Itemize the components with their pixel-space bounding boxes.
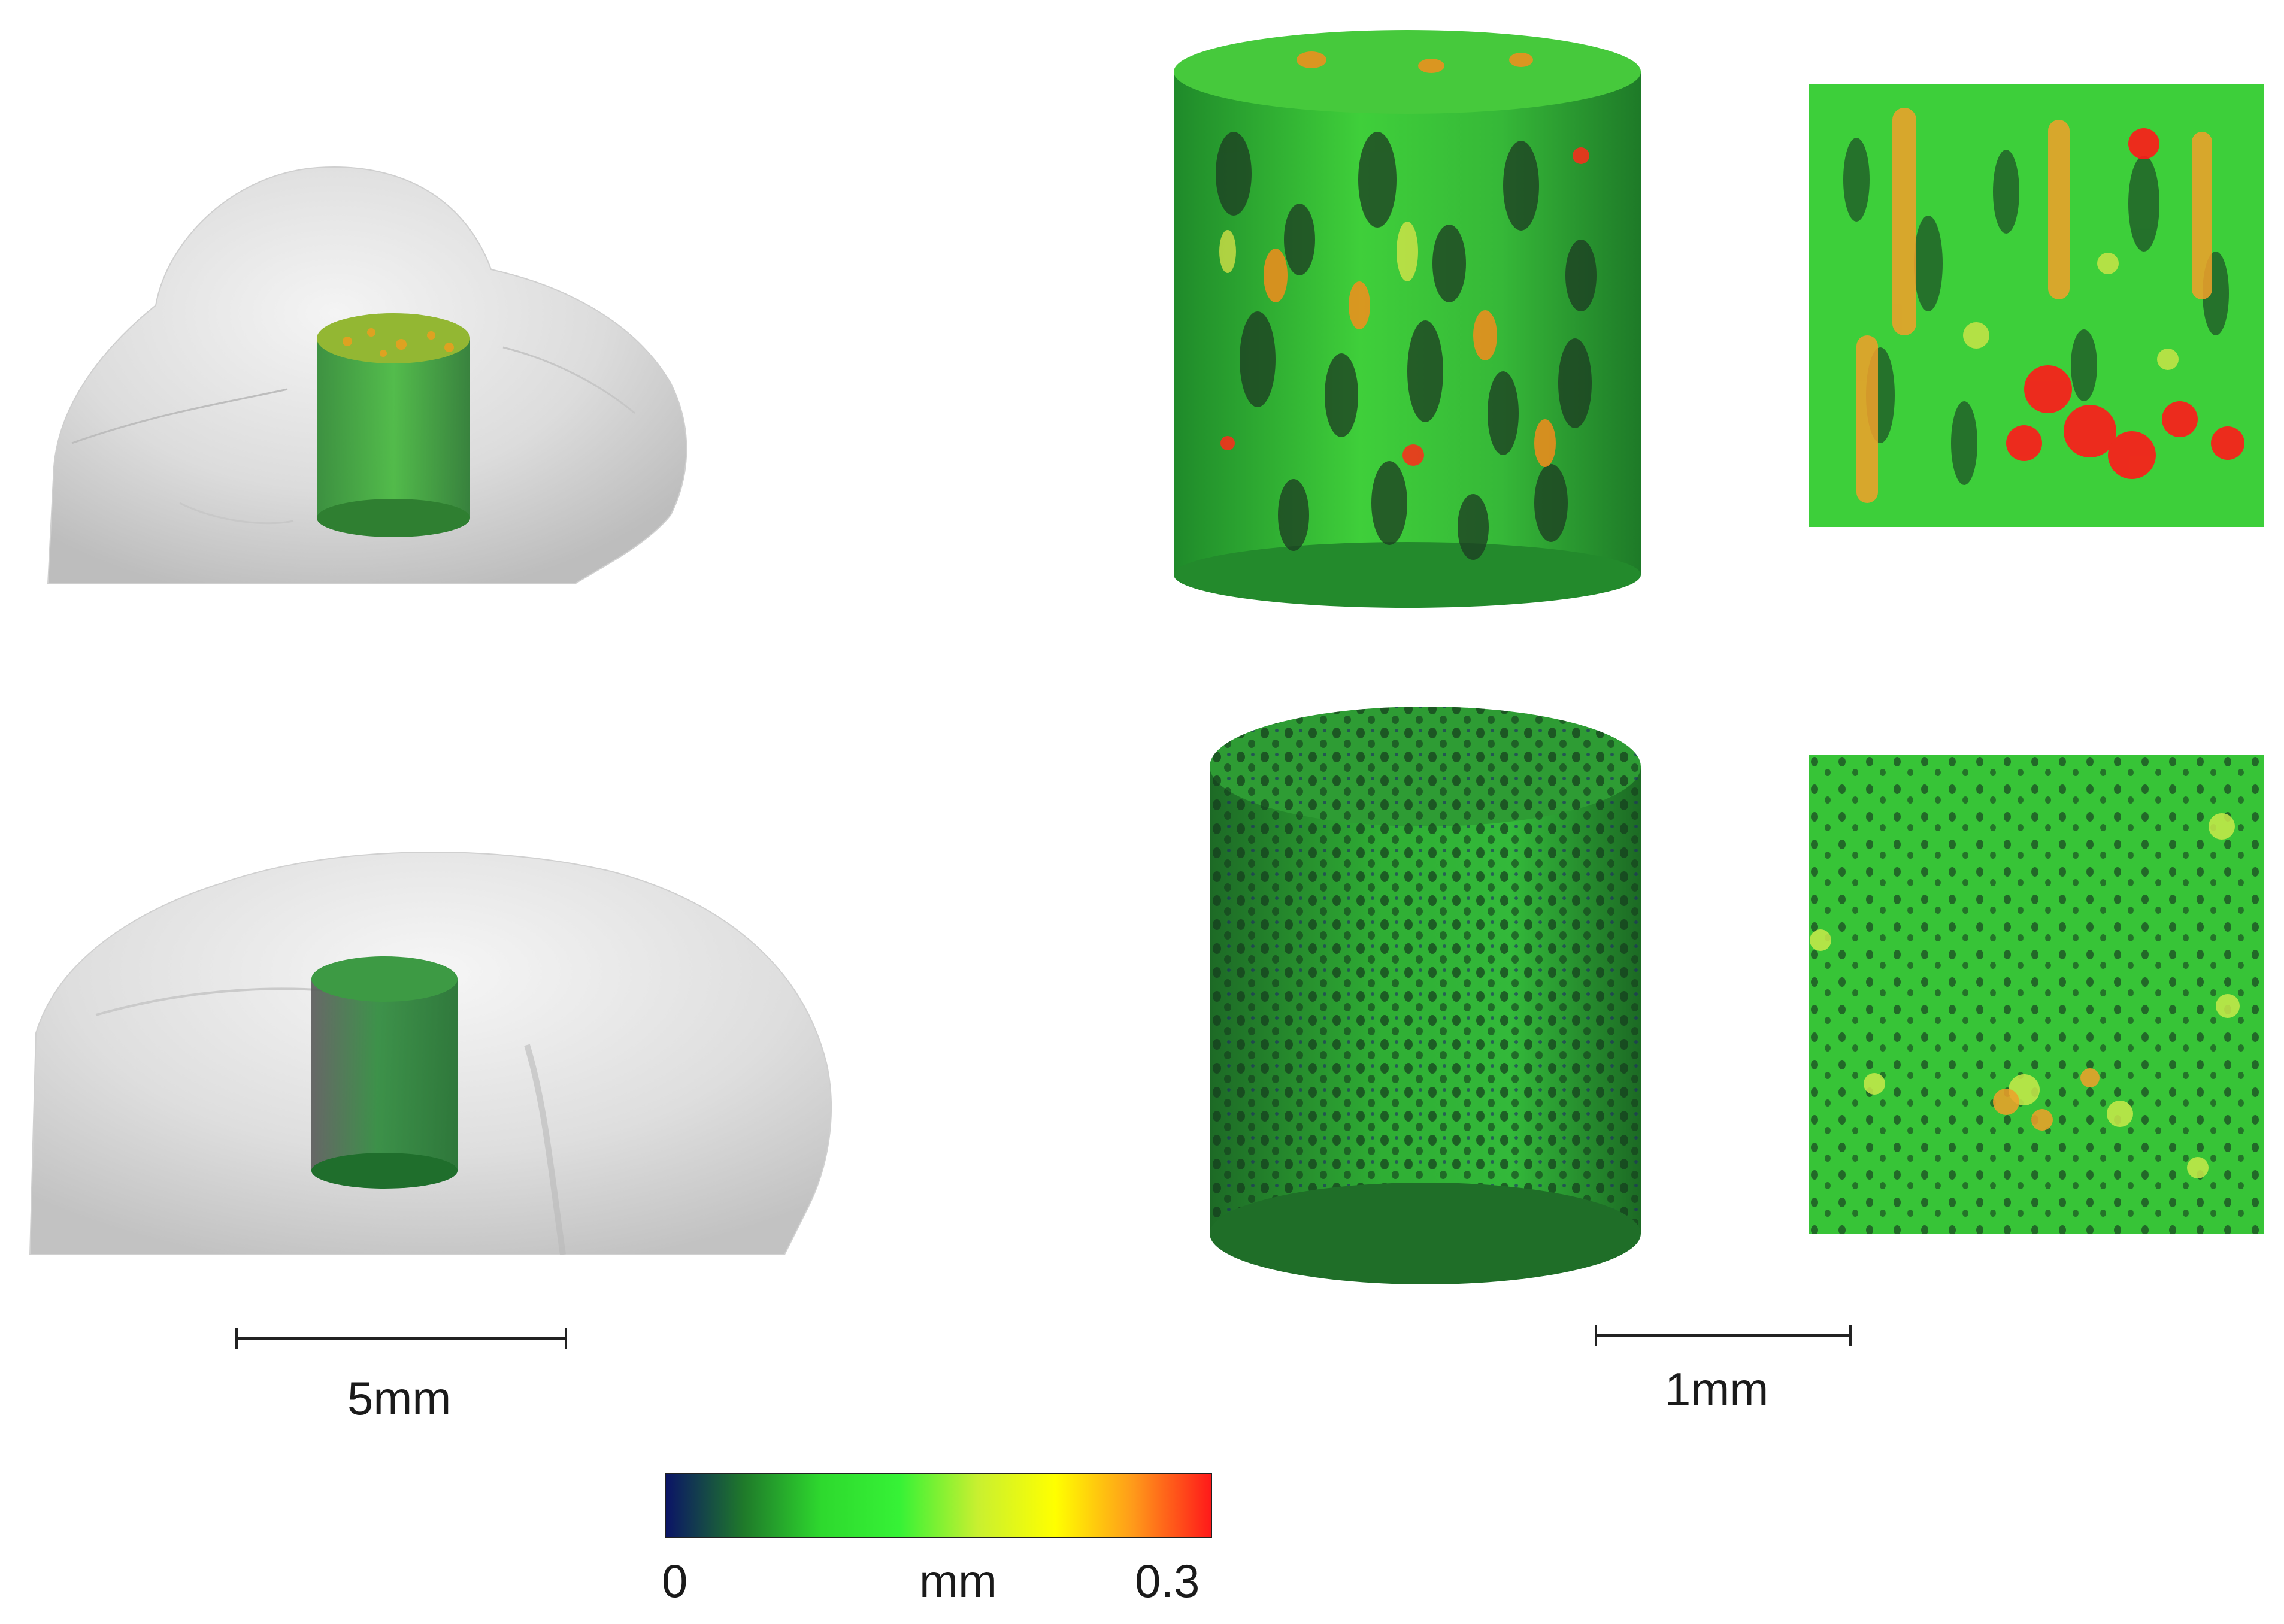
scale-bar-left-label: 5mm [347,1372,452,1425]
dense-cylinder-bottom [1210,707,1641,1284]
trabecular-slice-top [1809,84,2264,527]
bone-overview-top [47,166,687,584]
colorbar-max-label: 0.3 [1135,1555,1200,1607]
dense-slice-bottom [1809,755,2264,1234]
colorbar [665,1473,1212,1538]
scale-bar-right-label: 1mm [1665,1363,1769,1416]
colorbar-min-label: 0 [662,1555,688,1607]
colorbar-unit-label: mm [919,1555,997,1607]
bone-overview-bottom [29,852,832,1255]
scale-bar-right [1595,1325,1852,1346]
scale-bar-left [235,1328,567,1349]
trabecular-cylinder-top [1174,30,1641,608]
